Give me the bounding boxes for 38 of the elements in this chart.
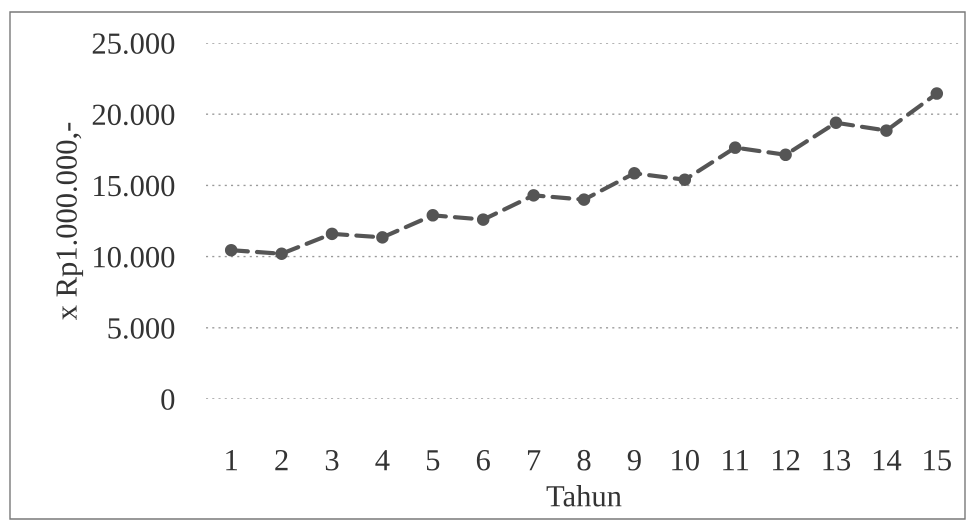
point [930, 87, 944, 100]
point [275, 248, 288, 260]
x-tick-label: 10 [672, 450, 699, 471]
point [678, 173, 692, 186]
x-tick-label: 14 [874, 450, 902, 470]
y-tick-label: 5.000 [108, 318, 174, 339]
x-tick-label: 5 [426, 450, 440, 471]
x-tick-label: 3 [326, 450, 338, 471]
point [326, 228, 338, 240]
x-tick-label: 12 [773, 450, 800, 470]
x-tick-label: 2 [275, 450, 288, 470]
point [830, 116, 842, 129]
x-tick-label: 15 [924, 450, 951, 471]
x-tick-label: 7 [528, 450, 540, 470]
y-axis-title: x Rp1.000.000,- [56, 122, 84, 320]
point [426, 209, 440, 222]
point [376, 231, 389, 244]
x-tick-label: 11 [723, 450, 748, 470]
x-tick-label: 8 [578, 450, 590, 471]
x-tick-label: 6 [476, 450, 490, 471]
x-axis-title: Tahun [546, 485, 622, 507]
y-tick-label: 20.000 [92, 104, 174, 126]
y-tick-label: 0 [161, 389, 174, 410]
y-tick-label: 10.000 [94, 246, 174, 268]
point [476, 213, 490, 226]
point [527, 189, 540, 202]
point [728, 141, 742, 154]
x-tick-label: 4 [375, 450, 390, 470]
x-tick-label: 13 [823, 450, 850, 471]
point [880, 124, 893, 137]
x-tick-label: 1 [226, 450, 238, 470]
y-tick-label: 15.000 [94, 176, 174, 196]
point [628, 167, 641, 180]
x-tick-label: 9 [628, 450, 641, 471]
point [578, 193, 590, 206]
point [779, 148, 792, 162]
y-tick-label: 25.000 [92, 33, 174, 54]
point [224, 244, 238, 256]
